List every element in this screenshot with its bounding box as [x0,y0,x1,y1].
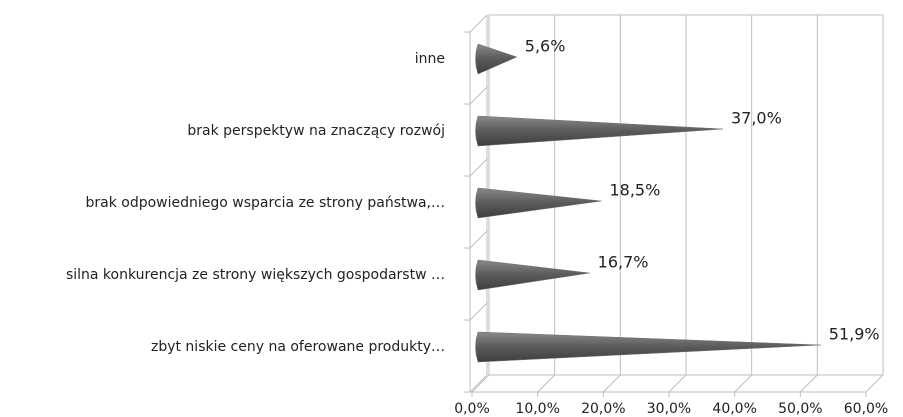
wall-line [469,14,488,33]
grid-line [537,374,556,393]
value-label: 16,7% [598,253,649,272]
y-tick-label: inne [415,51,445,67]
value-label: 37,0% [731,109,782,128]
grid-line [668,374,687,393]
x-tick-label: 0,0% [454,401,490,417]
bar [475,259,590,291]
grid-line [471,374,490,393]
bar [475,331,821,363]
grid-line [602,374,621,393]
y-tick-label: brak perspektyw na znaczący rozwój [187,123,445,139]
bar [475,43,518,75]
grid-line [734,374,753,393]
y-tick-label: brak odpowiedniego wsparcia ze strony pa… [86,195,446,211]
x-tick-label: 40,0% [712,401,756,417]
grid-line [865,374,884,393]
y-tick-label: zbyt niskie ceny na oferowane produkty… [151,339,445,355]
x-tick-label: 30,0% [647,401,691,417]
x-tick-label: 10,0% [515,401,559,417]
bar [475,187,602,219]
x-tick-label: 20,0% [581,401,625,417]
wall-line [469,86,488,105]
grid-line [799,374,818,393]
y-tick-label: silna konkurencja ze strony większych go… [66,267,445,283]
value-label: 5,6% [525,37,566,56]
wall-line [469,302,488,321]
value-label: 51,9% [829,325,880,344]
wall-line [469,158,488,177]
x-tick-label: 50,0% [778,401,822,417]
value-label: 18,5% [609,181,660,200]
bar [475,115,723,147]
wall-line [469,374,488,393]
wall-line [469,230,488,249]
x-tick-label: 60,0% [844,401,888,417]
